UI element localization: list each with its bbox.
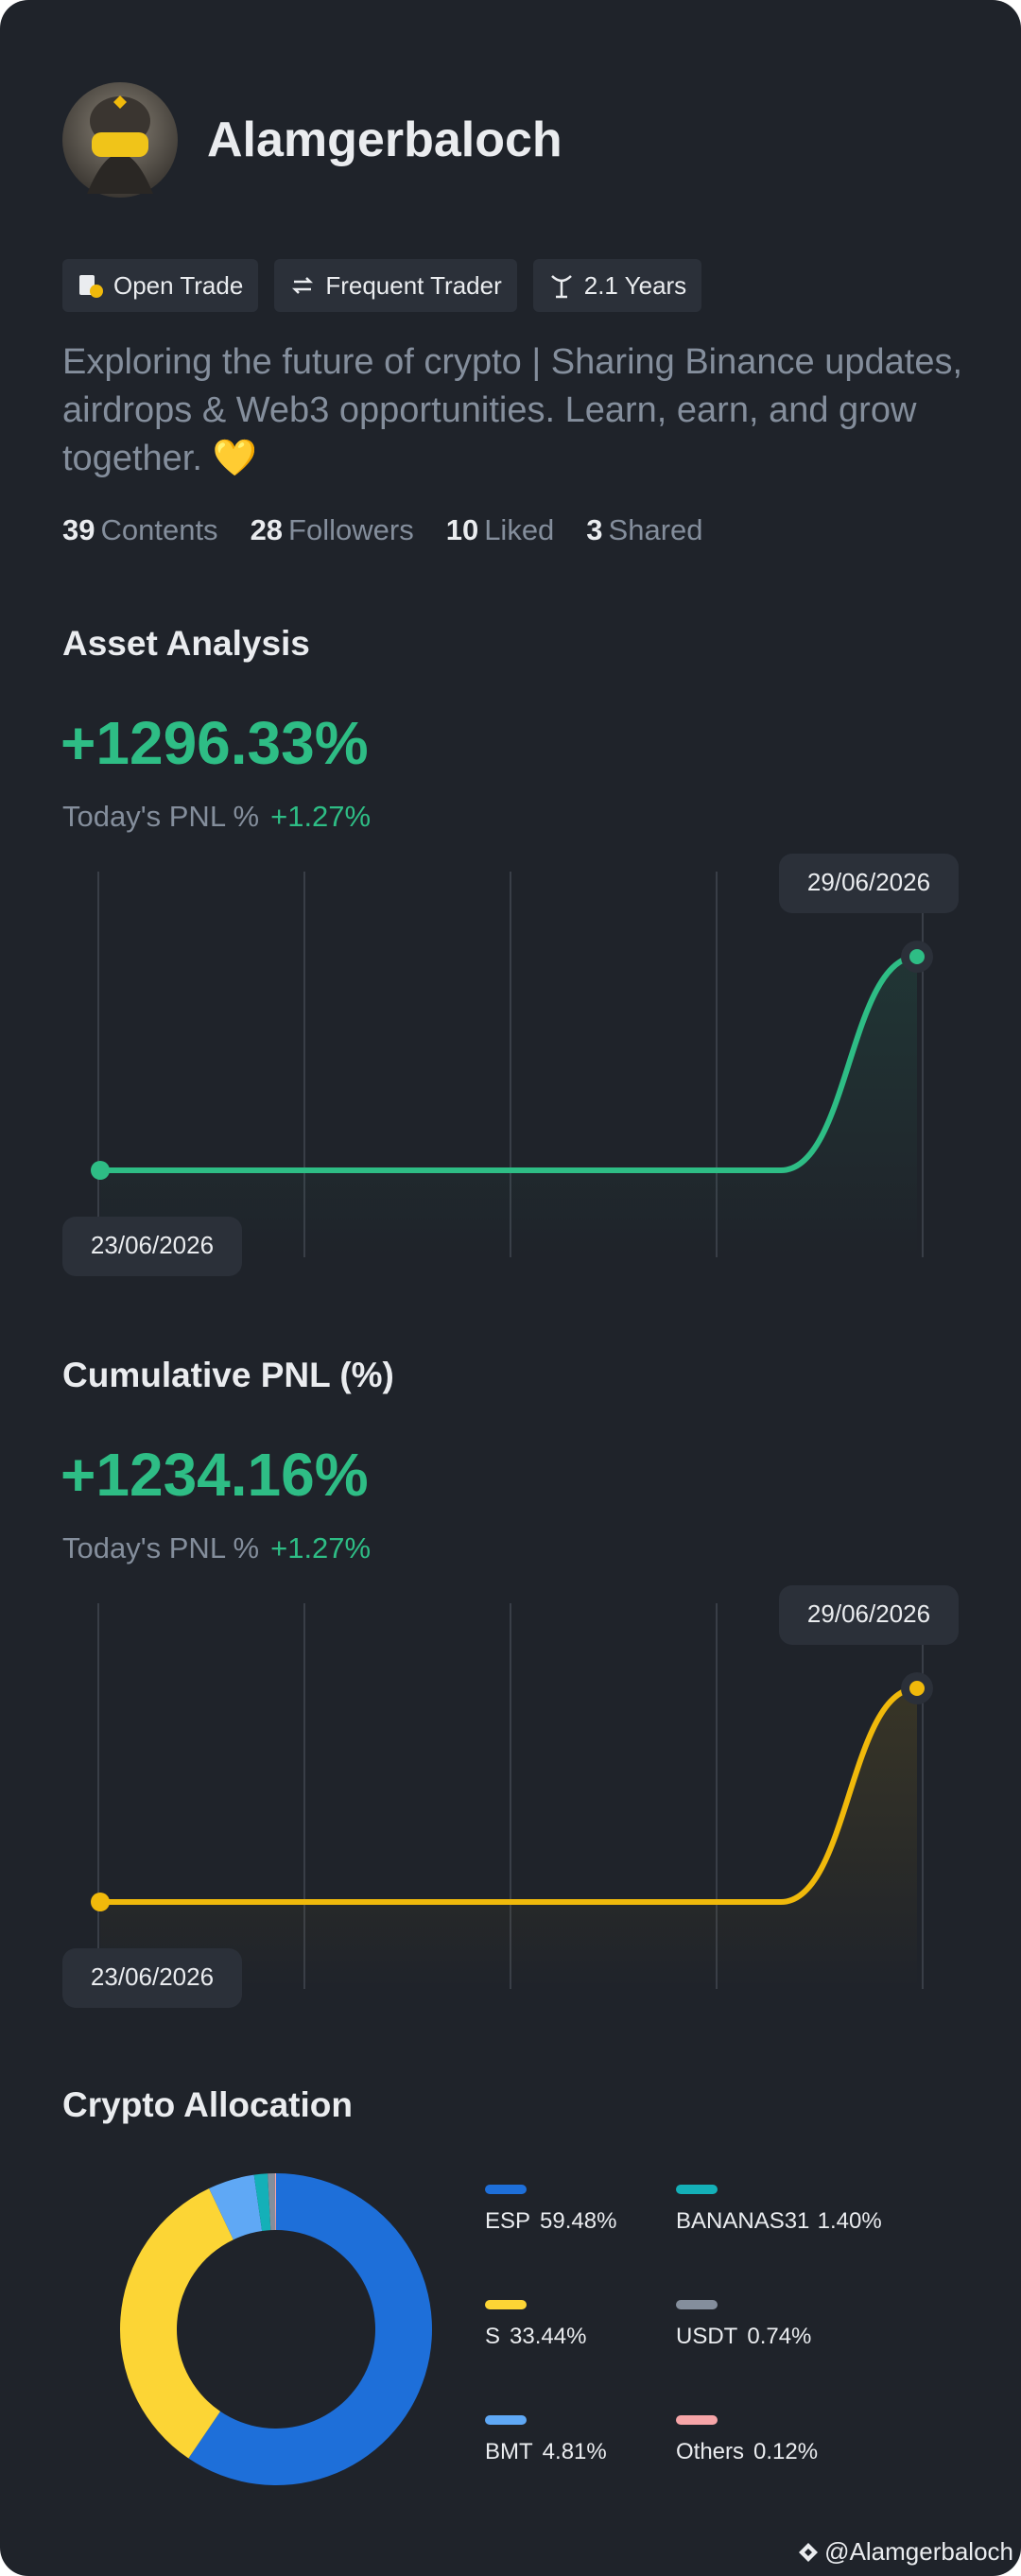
date-label: 23/06/2026 xyxy=(91,1231,214,1259)
legend-entry: USDT 0.74% xyxy=(676,2324,811,2349)
legend-entry: Others 0.12% xyxy=(676,2439,818,2464)
pnl-label: Today's PNL % xyxy=(62,1531,259,1565)
start-point xyxy=(91,1161,110,1180)
legend-name: ESP xyxy=(485,2208,530,2234)
area-shade xyxy=(100,1688,917,1989)
footer-logo xyxy=(799,2542,819,2562)
pnl-value: +1.27% xyxy=(270,1531,371,1565)
legend-value: 4.81% xyxy=(543,2439,607,2464)
legend-name: BANANAS31 xyxy=(676,2208,809,2234)
legend-entry: BMT 4.81% xyxy=(485,2439,607,2464)
section-title: Asset Analysis xyxy=(62,624,310,663)
end-point xyxy=(909,1681,925,1696)
legend-value: 1.40% xyxy=(818,2208,882,2234)
tag: Frequent Trader xyxy=(274,259,517,312)
stat-value: 28 xyxy=(250,513,284,546)
legend-name: BMT xyxy=(485,2439,533,2464)
donut-slice xyxy=(268,2173,276,2231)
footer-handle: @Alamgerbaloch xyxy=(824,2537,1013,2566)
tag-text: 2.1 Years xyxy=(583,270,687,300)
section-title: Crypto Allocation xyxy=(62,2085,353,2124)
tag-text: Frequent Trader xyxy=(325,270,502,300)
headline-value: +1296.33% xyxy=(61,709,369,777)
legend-name: USDT xyxy=(676,2324,738,2349)
date-badge xyxy=(779,1585,959,1645)
legend-name: Others xyxy=(676,2439,744,2464)
stat: 3 Shared xyxy=(586,513,702,547)
tag-icon xyxy=(292,277,314,294)
tag-text: Open Trade xyxy=(113,270,244,300)
tag-icon xyxy=(79,275,103,298)
pnl-row: Today's PNL % +1.27% xyxy=(62,800,371,833)
tags: Open Trade Frequent Trader 2.1 Years xyxy=(62,259,702,312)
legend-swatch xyxy=(485,2415,527,2425)
end-point xyxy=(909,949,925,964)
date-label: 29/06/2026 xyxy=(807,868,930,896)
line xyxy=(97,1686,920,1906)
section-title: Cumulative PNL (%) xyxy=(62,1356,394,1394)
avatar xyxy=(62,82,178,198)
user-name: Alamgerbaloch xyxy=(207,112,562,167)
legend-swatch xyxy=(485,2300,527,2309)
legend-swatch xyxy=(676,2415,718,2425)
legend-entry: BANANAS31 1.40% xyxy=(676,2208,882,2234)
stat-label: Contents xyxy=(100,513,218,546)
legend-value: 59.48% xyxy=(540,2208,616,2234)
donut-slice xyxy=(188,2173,432,2485)
stat-label: Liked xyxy=(484,513,555,546)
pnl-row: Today's PNL % +1.27% xyxy=(62,1531,371,1565)
stats: 39 Contents 28 Followers 10 Liked 3 Shared xyxy=(62,513,703,547)
legend-entry: ESP 59.48% xyxy=(485,2208,616,2234)
stat-label: Followers xyxy=(288,513,414,546)
stat: 39 Contents xyxy=(62,513,218,547)
stat: 10 Liked xyxy=(446,513,555,547)
pnl-label: Today's PNL % xyxy=(62,800,259,833)
legend-value: 0.12% xyxy=(753,2439,818,2464)
headline-value: +1234.16% xyxy=(61,1441,369,1509)
start-point xyxy=(91,1893,110,1911)
stat-value: 3 xyxy=(586,513,603,546)
pnl-value: +1.27% xyxy=(270,800,371,833)
stat-value: 39 xyxy=(62,513,95,546)
stat-value: 10 xyxy=(445,513,479,546)
legend-name: S xyxy=(485,2324,500,2349)
footer: @Alamgerbaloch xyxy=(796,2537,1013,2567)
legend-swatch xyxy=(485,2185,527,2194)
bio: Exploring the future of crypto | Sharing… xyxy=(62,342,963,478)
legend-swatch xyxy=(676,2300,718,2309)
legend-value: 0.74% xyxy=(747,2324,811,2349)
line xyxy=(97,954,920,1174)
donut-slice xyxy=(209,2174,263,2240)
tag: 2.1 Years xyxy=(532,259,702,312)
stat: 28 Followers xyxy=(251,513,414,547)
tag-icon xyxy=(550,275,572,299)
date-label: 29/06/2026 xyxy=(807,1599,930,1628)
date-badge xyxy=(62,1948,242,2008)
donut-slice xyxy=(253,2173,271,2232)
legend-entry: S 33.44% xyxy=(485,2324,586,2349)
stat-label: Shared xyxy=(608,513,703,546)
tag: Open Trade xyxy=(62,259,259,312)
date-badge xyxy=(779,854,959,913)
legend-value: 33.44% xyxy=(510,2324,586,2349)
date-label: 23/06/2026 xyxy=(91,1962,214,1991)
area-shade xyxy=(100,957,917,1257)
donut-slice xyxy=(120,2188,234,2459)
donut-slice xyxy=(274,2173,276,2231)
legend-swatch xyxy=(676,2185,718,2194)
date-badge xyxy=(62,1217,242,1276)
